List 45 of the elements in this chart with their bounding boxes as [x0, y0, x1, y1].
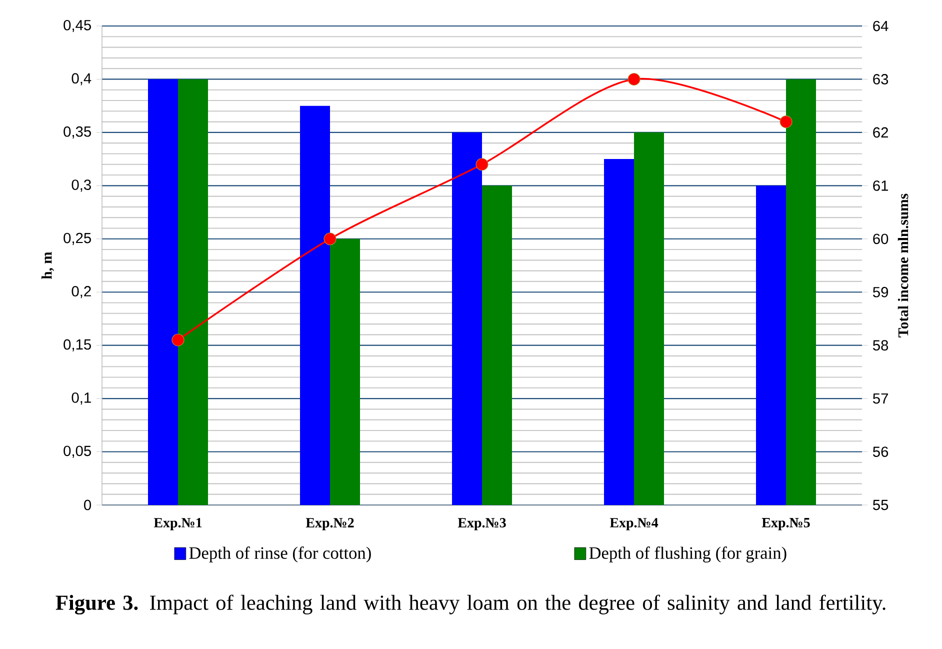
- bar: [482, 186, 512, 505]
- y-tick-label: 0,35: [64, 126, 91, 138]
- y2-tick-label: 60: [873, 234, 888, 244]
- text: Figure 3. Impact of leaching land with heavy loam on the degree of salinity and land fertility.: [56, 594, 886, 614]
- x-tick-label: Exp.№5: [762, 518, 810, 530]
- y-tick-label: 0,1: [72, 392, 91, 405]
- bar: [756, 186, 786, 505]
- bar: [330, 238, 360, 505]
- y2-tick-label: 58: [872, 340, 888, 351]
- y-tick-label: 0,45: [64, 20, 91, 32]
- y2-tick-label: 56: [872, 446, 888, 457]
- x-tick-label: Exp.№3: [458, 518, 506, 530]
- x-tick-label: Exp.№4: [610, 518, 658, 530]
- legend-label: Depth of flushing (for grain): [589, 546, 786, 562]
- y-tick-label: 0,05: [64, 446, 91, 458]
- point: [476, 158, 488, 171]
- bar: [604, 159, 634, 505]
- point: [628, 72, 640, 86]
- bar: [178, 79, 208, 505]
- y-tick-label: 0,2: [72, 286, 91, 298]
- y2-tick-label: 59: [872, 286, 888, 298]
- point: [172, 334, 184, 346]
- y-tick-label: 0,4: [72, 73, 92, 86]
- legend-label: Depth of rinse (for cotton): [189, 546, 371, 562]
- y2-tick-label: 55: [872, 500, 888, 510]
- x-tick-label: Exp.№2: [306, 518, 354, 530]
- point: [324, 232, 336, 246]
- y-tick-label: 0,3: [72, 180, 91, 192]
- x-tick-label: Exp.№1: [154, 518, 202, 530]
- y2-tick-label: 57: [872, 393, 888, 404]
- y-tick-label: 0,25: [64, 232, 91, 245]
- y2-tick-label: 61: [873, 180, 888, 191]
- bar: [148, 79, 178, 505]
- bar: [452, 132, 482, 505]
- y2-tick-label: 62: [873, 127, 888, 138]
- y-tick-label: 0,15: [64, 339, 91, 352]
- y-tick-label: 0: [84, 500, 92, 510]
- y2-axis-title: Total income mln.sums: [898, 194, 908, 338]
- y2-tick-label: 63: [873, 74, 888, 84]
- bar: [786, 79, 816, 505]
- bar: [634, 132, 664, 505]
- point: [780, 116, 792, 128]
- y-axis-title: h, m: [41, 252, 54, 279]
- bar: [300, 106, 330, 505]
- y2-tick-label: 64: [873, 20, 888, 32]
